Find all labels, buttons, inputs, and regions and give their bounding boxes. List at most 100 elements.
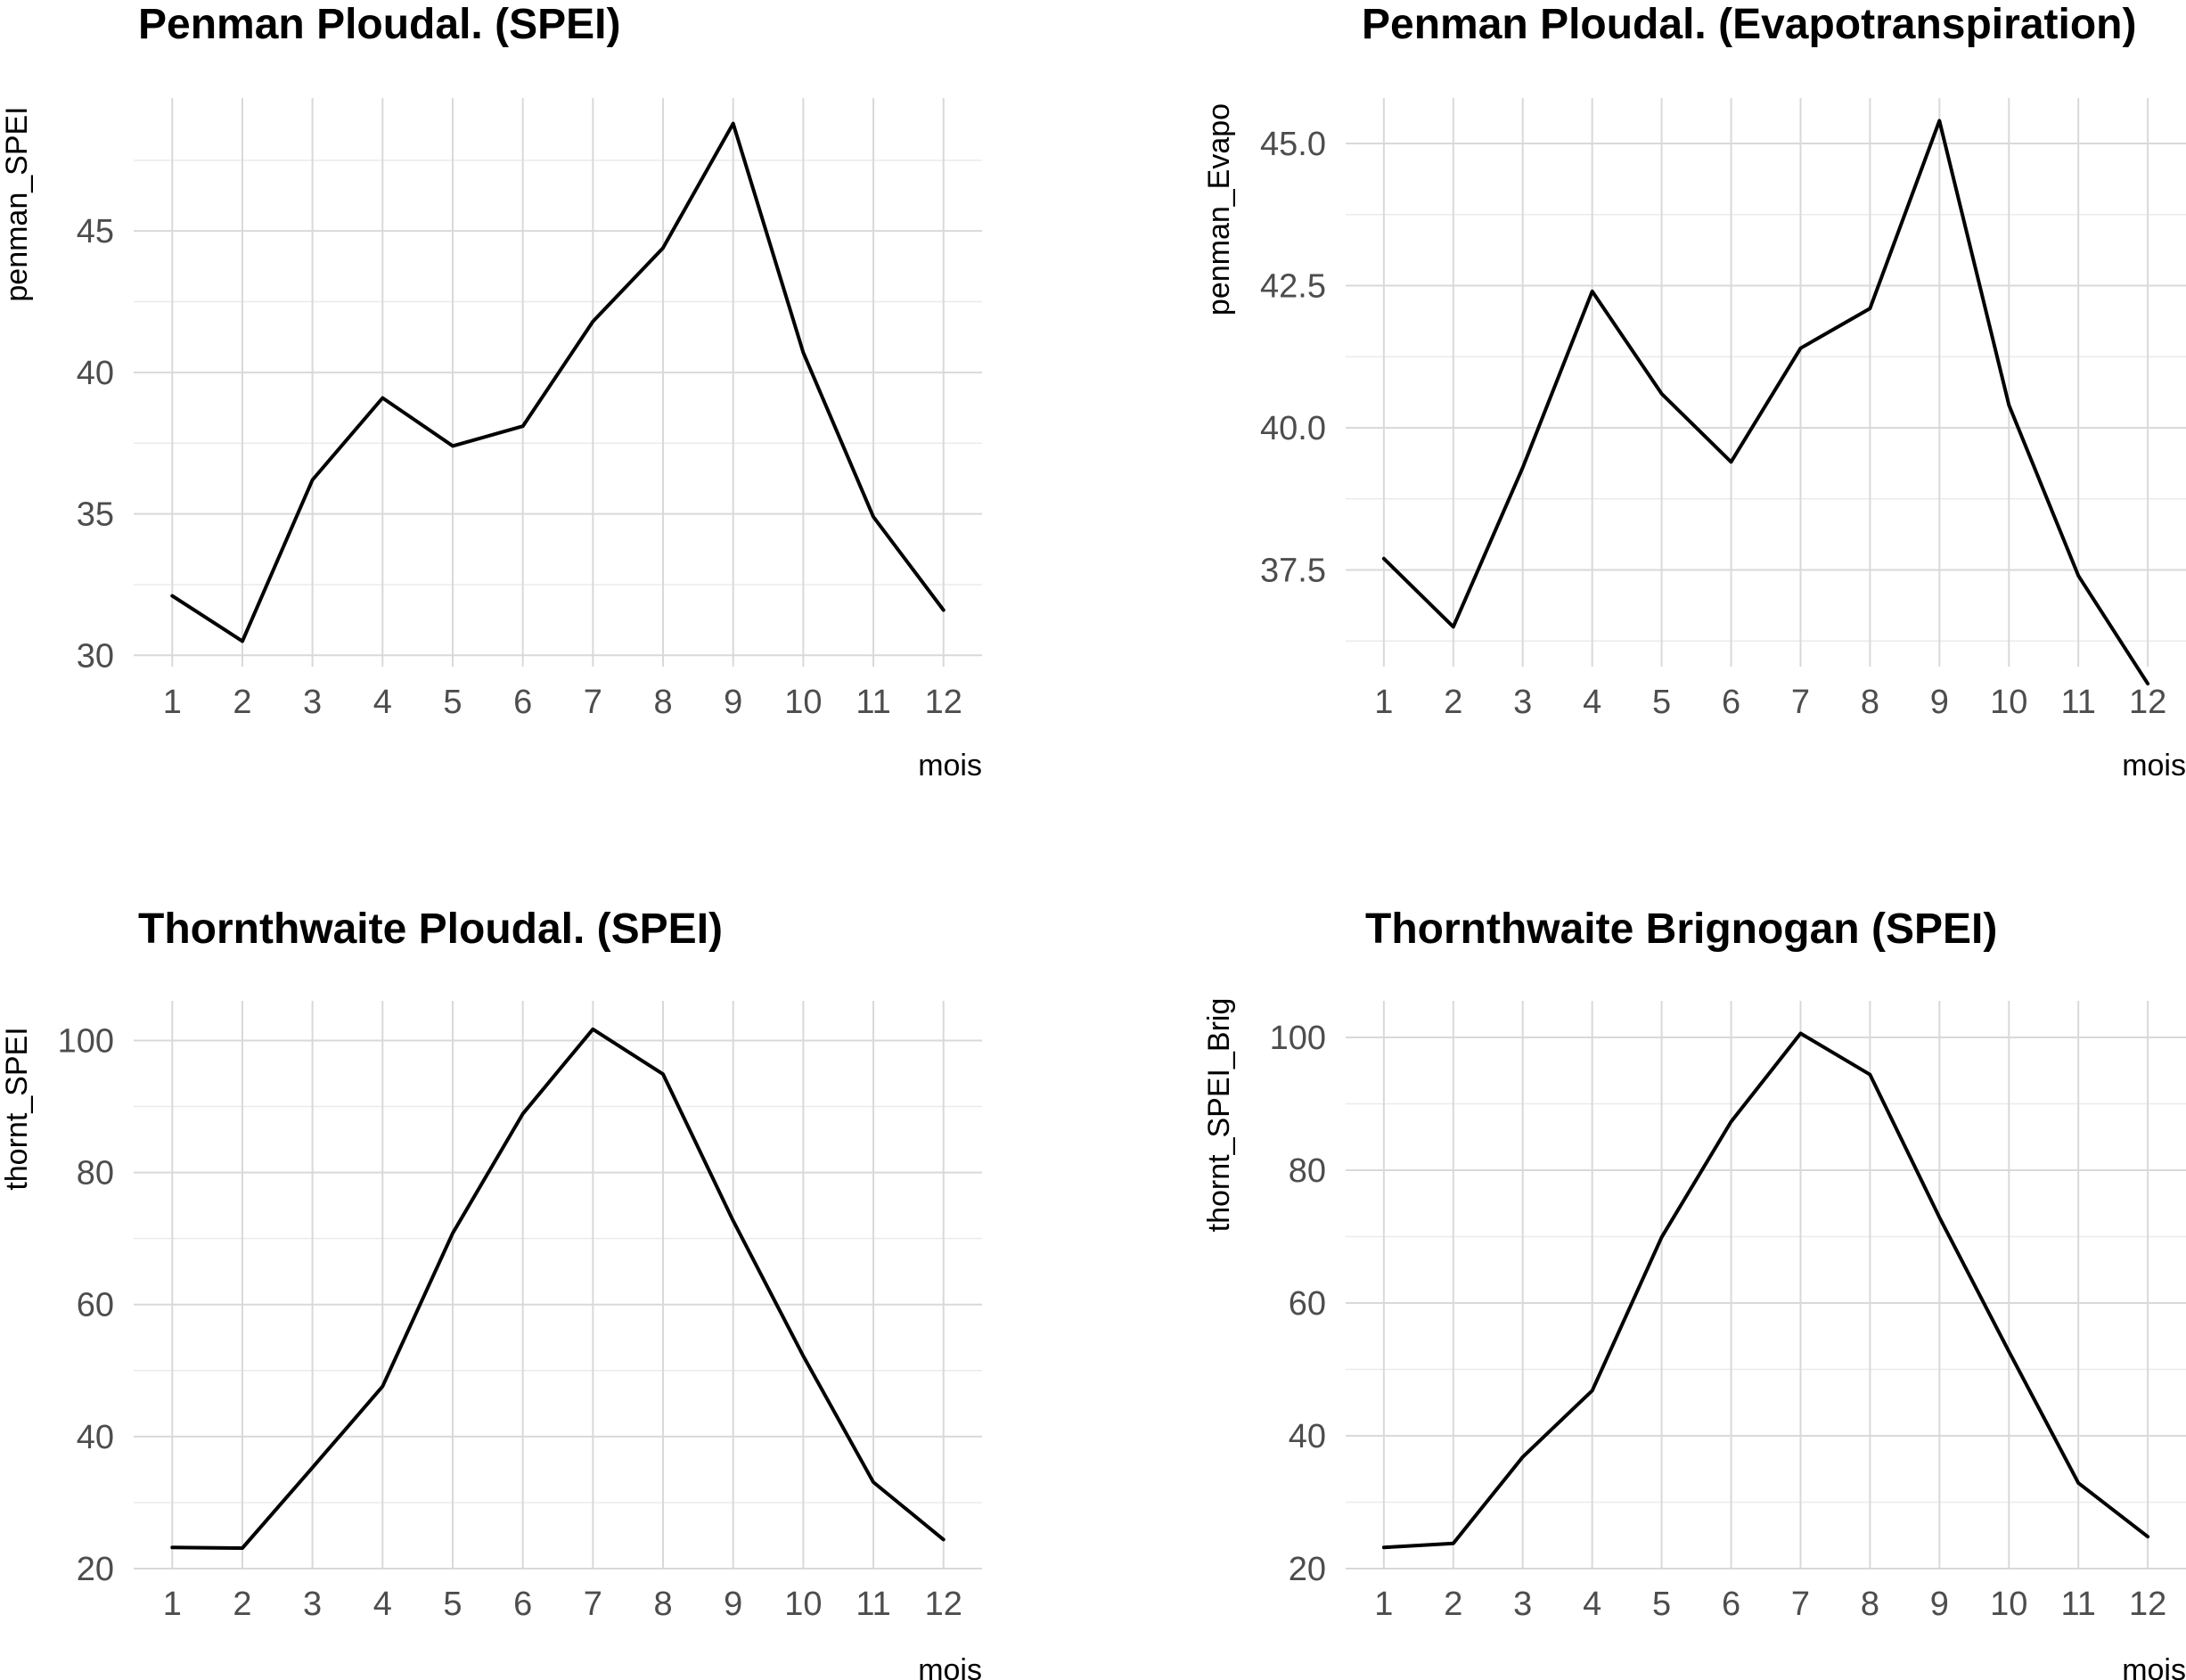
gridlines [134,1001,982,1569]
series-line [1381,119,2150,686]
x-axis-label: mois [2122,749,2186,783]
y-tick-label: 40 [1289,1418,1326,1455]
x-tick-label: 11 [2060,684,2095,721]
y-tick-label: 100 [58,1022,114,1060]
series-line [170,121,946,643]
x-tick-label: 10 [784,684,822,721]
x-axis-label: mois [918,1653,982,1680]
x-tick-label: 12 [925,1586,962,1623]
y-tick-label: 80 [1289,1152,1326,1190]
x-tick-label: 8 [1861,684,1879,721]
x-tick-labels: 1 2 3 4 5 6 7 8 9 10 11 12 [1374,684,2166,721]
x-tick-label: 9 [1930,684,1949,721]
y-tick-labels: 20 40 60 80 100 [1270,1020,1326,1588]
x-tick-label: 2 [1444,684,1462,721]
x-tick-label: 5 [443,684,462,721]
y-axis-label: penman_Evapo [1202,103,1236,316]
y-tick-labels: 20 40 60 80 100 [58,1022,114,1588]
x-tick-label: 7 [1791,1586,1810,1623]
x-tick-label: 10 [1990,1586,2027,1623]
series-line [170,1027,946,1550]
x-tick-label: 11 [856,1586,890,1623]
y-tick-label: 35 [77,496,114,534]
y-tick-label: 30 [77,637,114,675]
x-tick-label: 12 [925,684,962,721]
panel-thornthwaite-brignogan: Thornthwaite Brignogan (SPEI) thornt_SPE… [1202,906,2186,1680]
y-tick-label: 45.0 [1260,126,1326,163]
x-tick-label: 9 [724,1586,742,1623]
x-tick-label: 7 [1791,684,1810,721]
x-tick-label: 6 [513,684,532,721]
x-tick-label: 1 [1374,1586,1393,1623]
x-tick-label: 5 [443,1586,462,1623]
y-tick-label: 100 [1270,1020,1326,1057]
x-tick-label: 10 [784,1586,822,1623]
x-tick-labels: 1 2 3 4 5 6 7 8 9 10 11 12 [163,1586,962,1623]
series-line [1381,1031,2150,1550]
series-layer [170,1027,946,1550]
panel-title: Thornthwaite Brignogan (SPEI) [1365,906,1997,953]
x-tick-label: 3 [303,1586,322,1623]
y-tick-label: 37.5 [1260,553,1326,590]
panel-penman-evapo: Penman Ploudal. (Evapotranspiration) pen… [1202,1,2186,783]
x-tick-label: 4 [1583,1586,1601,1623]
y-tick-label: 20 [77,1551,114,1588]
y-tick-labels: 37.5 40.0 42.5 45.0 [1260,126,1326,590]
x-tick-label: 3 [1513,1586,1532,1623]
x-tick-label: 6 [513,1586,532,1623]
x-tick-label: 4 [373,684,392,721]
series-layer [170,121,946,643]
x-tick-label: 2 [233,684,251,721]
y-tick-label: 20 [1289,1551,1326,1588]
x-tick-label: 1 [1374,684,1393,721]
y-tick-label: 80 [77,1155,114,1192]
x-tick-label: 8 [653,684,672,721]
x-axis-label: mois [918,749,982,783]
x-tick-label: 5 [1652,684,1671,721]
y-tick-label: 60 [1289,1285,1326,1323]
gridlines [1346,1001,2186,1569]
x-tick-label: 11 [856,684,890,721]
panel-penman-spei: Penman Ploudal. (SPEI) penman_SPEI mois … [0,1,982,783]
x-tick-label: 8 [653,1586,672,1623]
panel-thornthwaite-ploudal: Thornthwaite Ploudal. (SPEI) thornt_SPEI… [0,906,982,1680]
y-tick-labels: 30 35 40 45 [77,213,114,675]
y-tick-label: 40 [77,355,114,392]
y-tick-label: 40.0 [1260,410,1326,447]
gridlines [134,98,982,667]
x-tick-labels: 1 2 3 4 5 6 7 8 9 10 11 12 [1374,1586,2166,1623]
x-tick-label: 1 [163,684,182,721]
y-tick-label: 42.5 [1260,268,1326,306]
x-tick-label: 9 [724,684,742,721]
y-axis-label: thornt_SPEI_Brig [1202,998,1236,1233]
x-axis-label: mois [2122,1653,2186,1680]
series-layer [1381,119,2150,686]
x-tick-label: 1 [163,1586,182,1623]
x-tick-label: 6 [1722,1586,1740,1623]
x-tick-label: 11 [2060,1586,2095,1623]
x-tick-label: 5 [1652,1586,1671,1623]
y-tick-label: 45 [77,213,114,250]
x-tick-label: 10 [1990,684,2027,721]
x-tick-label: 6 [1722,684,1740,721]
x-tick-label: 7 [584,684,602,721]
x-tick-label: 3 [303,684,322,721]
y-axis-label: penman_SPEI [0,106,34,301]
x-tick-label: 2 [1444,1586,1462,1623]
x-tick-label: 7 [584,1586,602,1623]
y-tick-label: 60 [77,1287,114,1324]
series-layer [1381,1031,2150,1550]
y-tick-label: 40 [77,1419,114,1456]
x-tick-label: 2 [233,1586,251,1623]
x-tick-label: 9 [1930,1586,1949,1623]
panel-title: Penman Ploudal. (SPEI) [138,1,620,48]
panel-title: Thornthwaite Ploudal. (SPEI) [138,906,723,953]
x-tick-label: 8 [1861,1586,1879,1623]
x-tick-labels: 1 2 3 4 5 6 7 8 9 10 11 12 [163,684,962,721]
x-tick-label: 3 [1513,684,1532,721]
panel-title: Penman Ploudal. (Evapotranspiration) [1362,1,2136,48]
x-tick-label: 4 [1583,684,1601,721]
y-axis-label: thornt_SPEI [0,1027,34,1190]
x-tick-label: 12 [2129,1586,2166,1623]
